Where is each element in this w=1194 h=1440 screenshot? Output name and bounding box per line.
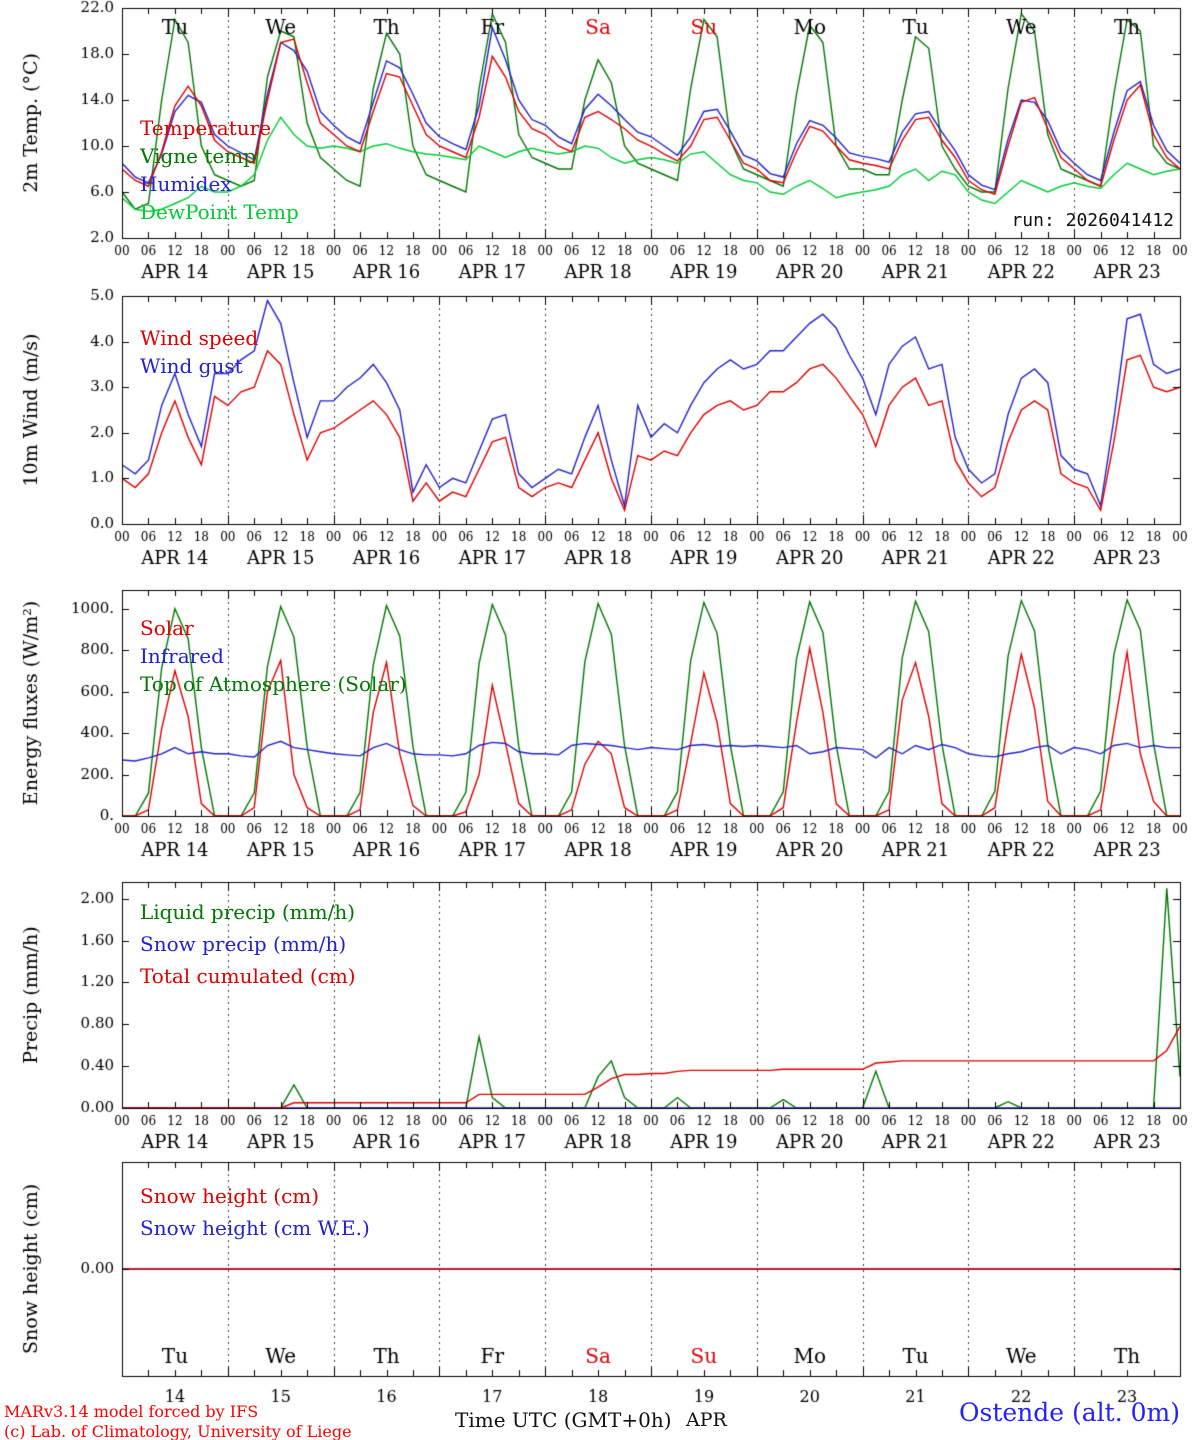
legend-infrared: Infrared [140,644,224,668]
legend-wind-panel: Wind speed Wind gust [140,328,258,384]
legend-temperature: Temperature [140,116,272,140]
legend-dewpoint-temp: DewPoint Temp [140,200,299,224]
legend-snow-panel: Snow height (cm) Snow height (cm W.E.) [140,1186,370,1250]
footer-month-label: APR [686,1409,727,1431]
legend-wind-speed: Wind speed [140,326,259,350]
footer-model-line: MARv3.14 model forced by IFS [4,1402,259,1421]
legend-liquid-precip-mm-h: Liquid precip (mm/h) [140,900,356,924]
legend-temperature-panel: Temperature Vigne temp Humidex DewPoint Tem… [140,118,299,230]
legend-snow-height-cm-w-e: Snow height (cm W.E.) [140,1216,370,1240]
station-label: Ostende (alt. 0m) [959,1398,1180,1427]
legend-energy-panel: Solar Infrared Top of Atmosphere (Solar) [140,618,407,702]
legend-wind-gust: Wind gust [140,354,243,378]
legend-precip-panel: Liquid precip (mm/h) Snow precip (mm/h) To… [140,902,356,998]
legend-vigne-temp: Vigne temp [140,144,257,168]
legend-snow-height-cm: Snow height (cm) [140,1184,320,1208]
model-run-label: run: 2026041412 [1011,210,1174,231]
legend-total-cumulated-cm: Total cumulated (cm) [140,964,356,988]
legend-humidex: Humidex [140,172,232,196]
legend-top-of-atmosphere-solar: Top of Atmosphere (Solar) [140,672,407,696]
footer-credits: MARv3.14 model forced by IFS (c) Lab. of… [4,1402,352,1440]
legend-solar: Solar [140,616,194,640]
footer-copyright-line: (c) Lab. of Climatology, University of L… [4,1422,352,1440]
legend-snow-precip-mm-h: Snow precip (mm/h) [140,932,347,956]
footer-time-axis-label: Time UTC (GMT+0h) [455,1408,672,1432]
